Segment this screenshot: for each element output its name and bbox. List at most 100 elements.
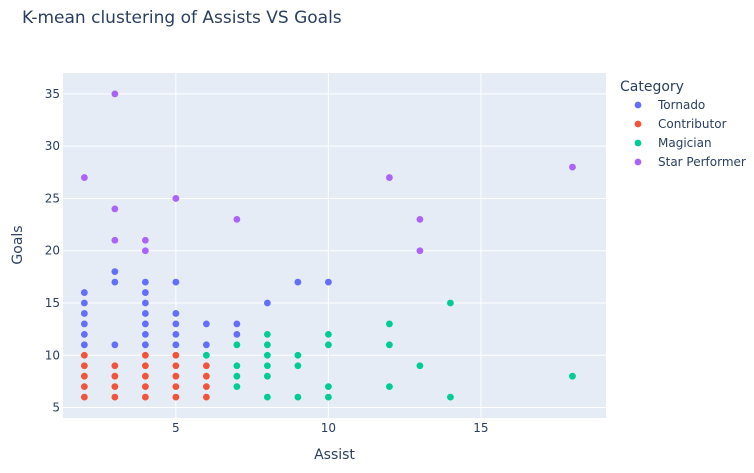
data-point[interactable] xyxy=(172,393,180,401)
data-point[interactable] xyxy=(111,341,119,349)
data-point[interactable] xyxy=(233,383,241,391)
data-point[interactable] xyxy=(263,299,271,307)
data-point[interactable] xyxy=(416,247,424,255)
legend-label: Magician xyxy=(658,136,712,150)
data-point[interactable] xyxy=(233,362,241,370)
data-point[interactable] xyxy=(111,268,119,276)
data-point[interactable] xyxy=(386,320,393,328)
data-point[interactable] xyxy=(233,215,241,223)
data-point[interactable] xyxy=(80,174,88,181)
data-point[interactable] xyxy=(80,383,88,391)
data-point[interactable] xyxy=(111,383,119,391)
data-point[interactable] xyxy=(172,351,180,359)
y-tick-label: 5 xyxy=(52,401,60,415)
data-point[interactable] xyxy=(233,341,241,349)
data-point[interactable] xyxy=(324,383,332,391)
data-point[interactable] xyxy=(447,299,454,307)
data-point[interactable] xyxy=(386,383,393,391)
legend-item[interactable]: Magician xyxy=(634,136,712,150)
data-point[interactable] xyxy=(172,278,180,286)
data-point[interactable] xyxy=(172,330,180,338)
data-point[interactable] xyxy=(141,341,149,349)
data-point[interactable] xyxy=(111,236,119,244)
data-point[interactable] xyxy=(141,278,149,286)
data-point[interactable] xyxy=(80,362,88,370)
data-point[interactable] xyxy=(141,299,149,307)
data-point[interactable] xyxy=(569,163,576,171)
data-point[interactable] xyxy=(80,299,88,307)
data-point[interactable] xyxy=(202,341,210,349)
data-point[interactable] xyxy=(294,393,302,401)
data-point[interactable] xyxy=(80,330,88,338)
data-point[interactable] xyxy=(386,174,393,181)
data-point[interactable] xyxy=(141,362,149,370)
data-point[interactable] xyxy=(202,351,210,359)
data-point[interactable] xyxy=(324,278,332,286)
series-star-performer xyxy=(80,90,576,255)
data-point[interactable] xyxy=(141,393,149,401)
data-point[interactable] xyxy=(141,351,149,359)
gridlines xyxy=(63,73,606,418)
data-point[interactable] xyxy=(172,383,180,391)
data-point[interactable] xyxy=(172,310,180,317)
data-point[interactable] xyxy=(80,310,88,317)
data-point[interactable] xyxy=(202,383,210,391)
data-point[interactable] xyxy=(263,393,271,401)
data-point[interactable] xyxy=(141,310,149,317)
data-point[interactable] xyxy=(386,341,393,349)
data-point[interactable] xyxy=(324,393,332,401)
data-point[interactable] xyxy=(569,372,576,380)
data-point[interactable] xyxy=(172,341,180,349)
data-point[interactable] xyxy=(202,393,210,401)
data-point[interactable] xyxy=(141,383,149,391)
data-point[interactable] xyxy=(294,362,302,370)
data-point[interactable] xyxy=(202,362,210,370)
data-point[interactable] xyxy=(111,372,119,380)
legend-item[interactable]: Contributor xyxy=(634,117,727,131)
data-point[interactable] xyxy=(111,205,119,213)
data-point[interactable] xyxy=(263,330,271,338)
data-point[interactable] xyxy=(447,393,454,401)
data-point[interactable] xyxy=(416,215,424,223)
y-tick-label: 20 xyxy=(45,244,60,258)
data-point[interactable] xyxy=(111,362,119,370)
data-point[interactable] xyxy=(80,351,88,359)
data-point[interactable] xyxy=(80,341,88,349)
legend[interactable]: Category Tornado Contributor Magician Star … xyxy=(620,79,746,169)
legend-item[interactable]: Star Performer xyxy=(634,155,746,169)
data-point[interactable] xyxy=(294,278,302,286)
data-point[interactable] xyxy=(80,372,88,380)
data-point[interactable] xyxy=(80,393,88,401)
data-point[interactable] xyxy=(324,341,332,349)
plot-area[interactable] xyxy=(63,73,606,418)
data-point[interactable] xyxy=(111,90,119,98)
data-point[interactable] xyxy=(172,195,180,202)
data-point[interactable] xyxy=(141,247,149,255)
data-point[interactable] xyxy=(80,289,88,296)
data-point[interactable] xyxy=(111,278,119,286)
data-point[interactable] xyxy=(263,372,271,380)
data-point[interactable] xyxy=(263,351,271,359)
data-point[interactable] xyxy=(263,341,271,349)
data-point[interactable] xyxy=(141,372,149,380)
data-point[interactable] xyxy=(233,320,241,328)
data-point[interactable] xyxy=(141,289,149,296)
data-point[interactable] xyxy=(263,362,271,370)
data-point[interactable] xyxy=(141,330,149,338)
data-point[interactable] xyxy=(172,372,180,380)
data-point[interactable] xyxy=(233,330,241,338)
data-point[interactable] xyxy=(294,351,302,359)
y-tick-labels: 5 10 15 20 25 30 35 xyxy=(45,87,60,415)
data-point[interactable] xyxy=(141,236,149,244)
legend-item[interactable]: Tornado xyxy=(634,98,706,112)
data-point[interactable] xyxy=(416,362,424,370)
data-point[interactable] xyxy=(172,362,180,370)
data-point[interactable] xyxy=(202,320,210,328)
data-point[interactable] xyxy=(141,320,149,328)
data-point[interactable] xyxy=(202,372,210,380)
data-point[interactable] xyxy=(172,320,180,328)
data-point[interactable] xyxy=(233,372,241,380)
data-point[interactable] xyxy=(324,330,332,338)
data-point[interactable] xyxy=(111,393,119,401)
data-point[interactable] xyxy=(80,320,88,328)
